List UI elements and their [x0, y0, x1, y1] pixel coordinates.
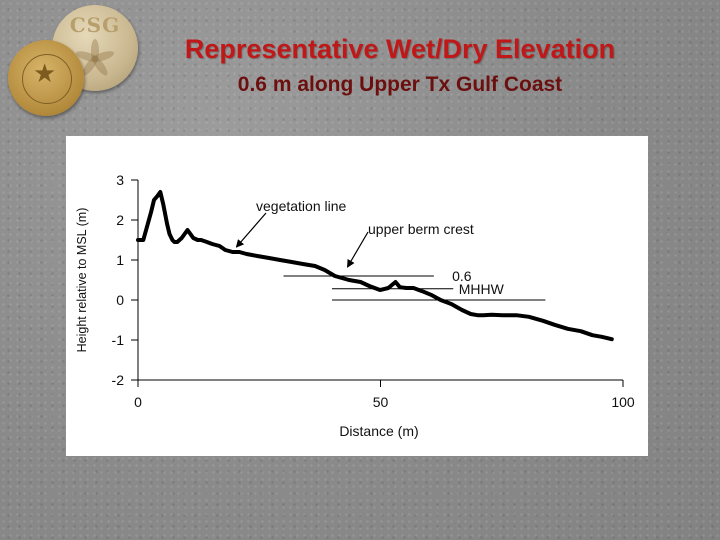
series-point [323, 268, 326, 272]
x-tick-label: 100 [611, 394, 635, 410]
series-point [196, 238, 199, 242]
series-point [256, 254, 259, 258]
series-point [199, 238, 203, 242]
series-point [490, 313, 493, 316]
y-tick-label: 1 [116, 252, 124, 268]
reference-line-label: MHHW [459, 281, 505, 297]
series-point [430, 294, 434, 297]
axis-ticks: 3 2 1 0 -1 -2 0 50 100 [112, 172, 635, 410]
y-tick-label: 3 [116, 172, 124, 188]
page-title: Representative Wet/Dry Elevation [184, 34, 616, 64]
series-point [610, 338, 614, 341]
series-point [173, 240, 176, 244]
series-point [421, 290, 424, 293]
series-point [162, 202, 165, 206]
series-point [149, 210, 153, 214]
series-point [394, 280, 397, 284]
series-point [378, 288, 382, 292]
series-point [159, 190, 162, 194]
series-point [591, 334, 594, 337]
y-tick-label: 0 [116, 292, 124, 308]
series-point [192, 236, 195, 240]
chart-panel: Height relative to MSL (m) Distance (m) … [66, 136, 648, 456]
series-point [176, 240, 179, 244]
series-point [566, 327, 569, 330]
series-point [231, 250, 234, 254]
elevation-profile-line [136, 190, 614, 342]
series-point [156, 194, 159, 198]
reference-line-label: 0.6 [452, 268, 472, 284]
series-point [313, 264, 317, 268]
series-point [152, 198, 156, 202]
series-point [476, 314, 479, 317]
series-point [501, 314, 504, 317]
series-point [368, 284, 371, 288]
csg-logo-text: CSG [69, 13, 121, 37]
series-point [460, 308, 464, 312]
series-point [439, 298, 442, 302]
x-axis-label: Distance (m) [339, 423, 418, 439]
series-point [347, 278, 351, 282]
series-point [412, 286, 415, 290]
series-point [579, 330, 583, 333]
series-point [600, 335, 603, 338]
series-point [180, 236, 183, 240]
series-point [359, 280, 362, 284]
x-tick-label: 0 [134, 394, 142, 410]
series-point [142, 238, 145, 242]
series-point [290, 260, 293, 264]
series-point [171, 238, 174, 242]
texas-star-icon: ★ [33, 58, 57, 88]
x-tick-label: 50 [373, 394, 389, 410]
series-point [527, 315, 531, 318]
y-tick-label: 2 [116, 212, 124, 228]
series-point [450, 302, 453, 306]
annotation-label: upper berm crest [368, 221, 474, 237]
series-point [186, 228, 189, 232]
y-tick-label: -1 [112, 332, 125, 348]
series-point [405, 286, 408, 290]
series-point [387, 286, 390, 290]
series-point [205, 240, 209, 244]
series-point [211, 242, 214, 246]
series-point [267, 256, 271, 260]
series-point [238, 250, 241, 254]
annotation-arrow [235, 212, 267, 248]
series-point [541, 319, 545, 322]
series-point [333, 274, 337, 278]
series-point [136, 238, 140, 242]
beg-seal-logo: ★ [8, 40, 84, 116]
series-point [168, 232, 171, 236]
chart-annotations: vegetation line upper berm crest [235, 198, 474, 268]
series-point [165, 222, 169, 226]
elevation-chart: Height relative to MSL (m) Distance (m) … [75, 172, 635, 439]
series-point [469, 312, 472, 316]
series-points [136, 190, 614, 341]
series-point [553, 323, 556, 326]
annotation-arrow [347, 231, 369, 268]
series-point [245, 252, 248, 256]
series-point [218, 244, 221, 248]
series-point [224, 248, 227, 252]
y-tick-label: -2 [112, 372, 125, 388]
series-point [515, 314, 518, 317]
series-point [482, 314, 485, 317]
annotation-label: vegetation line [256, 198, 347, 214]
series-point [398, 286, 402, 289]
series-point [301, 262, 305, 266]
series-point [278, 258, 282, 262]
page-subtitle: 0.6 m along Upper Tx Gulf Coast [237, 73, 563, 96]
y-axis-label: Height relative to MSL (m) [75, 208, 89, 353]
